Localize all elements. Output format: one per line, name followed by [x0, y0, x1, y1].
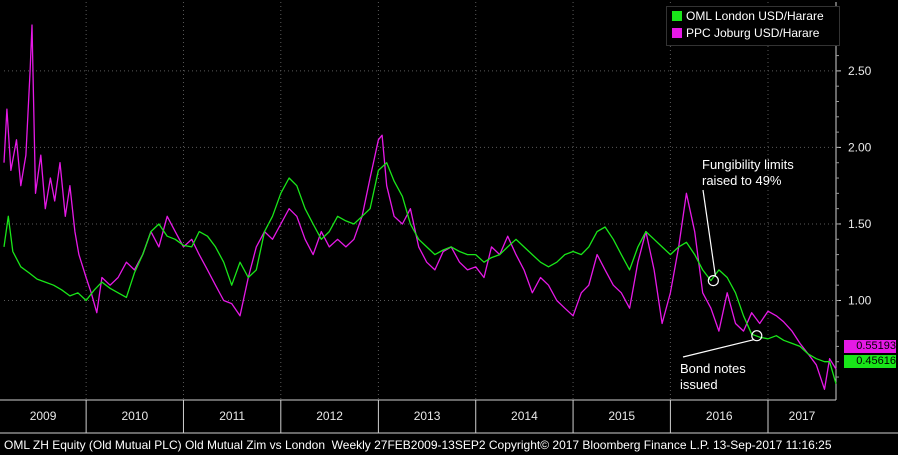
x-tick-label: 2013 [414, 409, 441, 423]
series-lines [3, 24, 837, 390]
annotation-fungibility: Fungibility limits raised to 49% [702, 157, 794, 189]
legend-label-oml: OML London USD/Harare [686, 8, 824, 23]
legend-swatch-oml [672, 10, 682, 21]
annotation-bond-notes-line-1: Bond notes [680, 361, 746, 376]
legend-item-ppc: PPC Joburg USD/Harare [667, 24, 839, 41]
y-tick-label: 1.50 [848, 217, 872, 231]
y-axis: 1.00 1.50 2.00 2.50 [835, 2, 872, 400]
last-value-ppc: 0.55193 [844, 340, 896, 353]
legend-label-ppc: PPC Joburg USD/Harare [686, 25, 820, 40]
legend-item-oml: OML London USD/Harare [667, 7, 839, 24]
legend: OML London USD/Harare PPC Joburg USD/Har… [666, 6, 840, 46]
x-tick-label: 2017 [789, 409, 816, 423]
grid [4, 2, 836, 400]
x-tick-label: 2009 [30, 409, 57, 423]
legend-swatch-ppc [672, 27, 682, 38]
y-tick-label: 1.00 [848, 294, 872, 308]
annotation-fungibility-line-2: raised to 49% [702, 173, 782, 188]
annotation-fungibility-line-1: Fungibility limits [702, 157, 794, 172]
y-tick-label: 2.50 [848, 64, 872, 78]
annotation-bond-notes: Bond notes issued [680, 361, 746, 393]
annotation-marker [751, 330, 763, 342]
annotations [682, 189, 763, 358]
annotation-leader [682, 339, 754, 358]
series-line [3, 24, 837, 390]
annotation-marker [707, 275, 719, 287]
x-tick-label: 2015 [608, 409, 635, 423]
footer-text: OML ZH Equity (Old Mutual PLC) Old Mutua… [4, 438, 832, 452]
y-tick-label: 2.00 [848, 140, 872, 154]
last-value-oml: 0.45616 [844, 355, 896, 368]
x-tick-label: 2016 [706, 409, 733, 423]
x-tick-label: 2011 [219, 409, 245, 423]
series-line [3, 162, 837, 384]
annotation-bond-notes-line-2: issued [680, 377, 718, 392]
x-tick-label: 2010 [121, 409, 148, 423]
x-tick-label: 2012 [316, 409, 343, 423]
x-axis: 2009 2010 2011 2012 2013 2014 2015 2016 2017 [0, 399, 898, 434]
annotation-leader [702, 189, 716, 276]
x-tick-label: 2014 [511, 409, 538, 423]
